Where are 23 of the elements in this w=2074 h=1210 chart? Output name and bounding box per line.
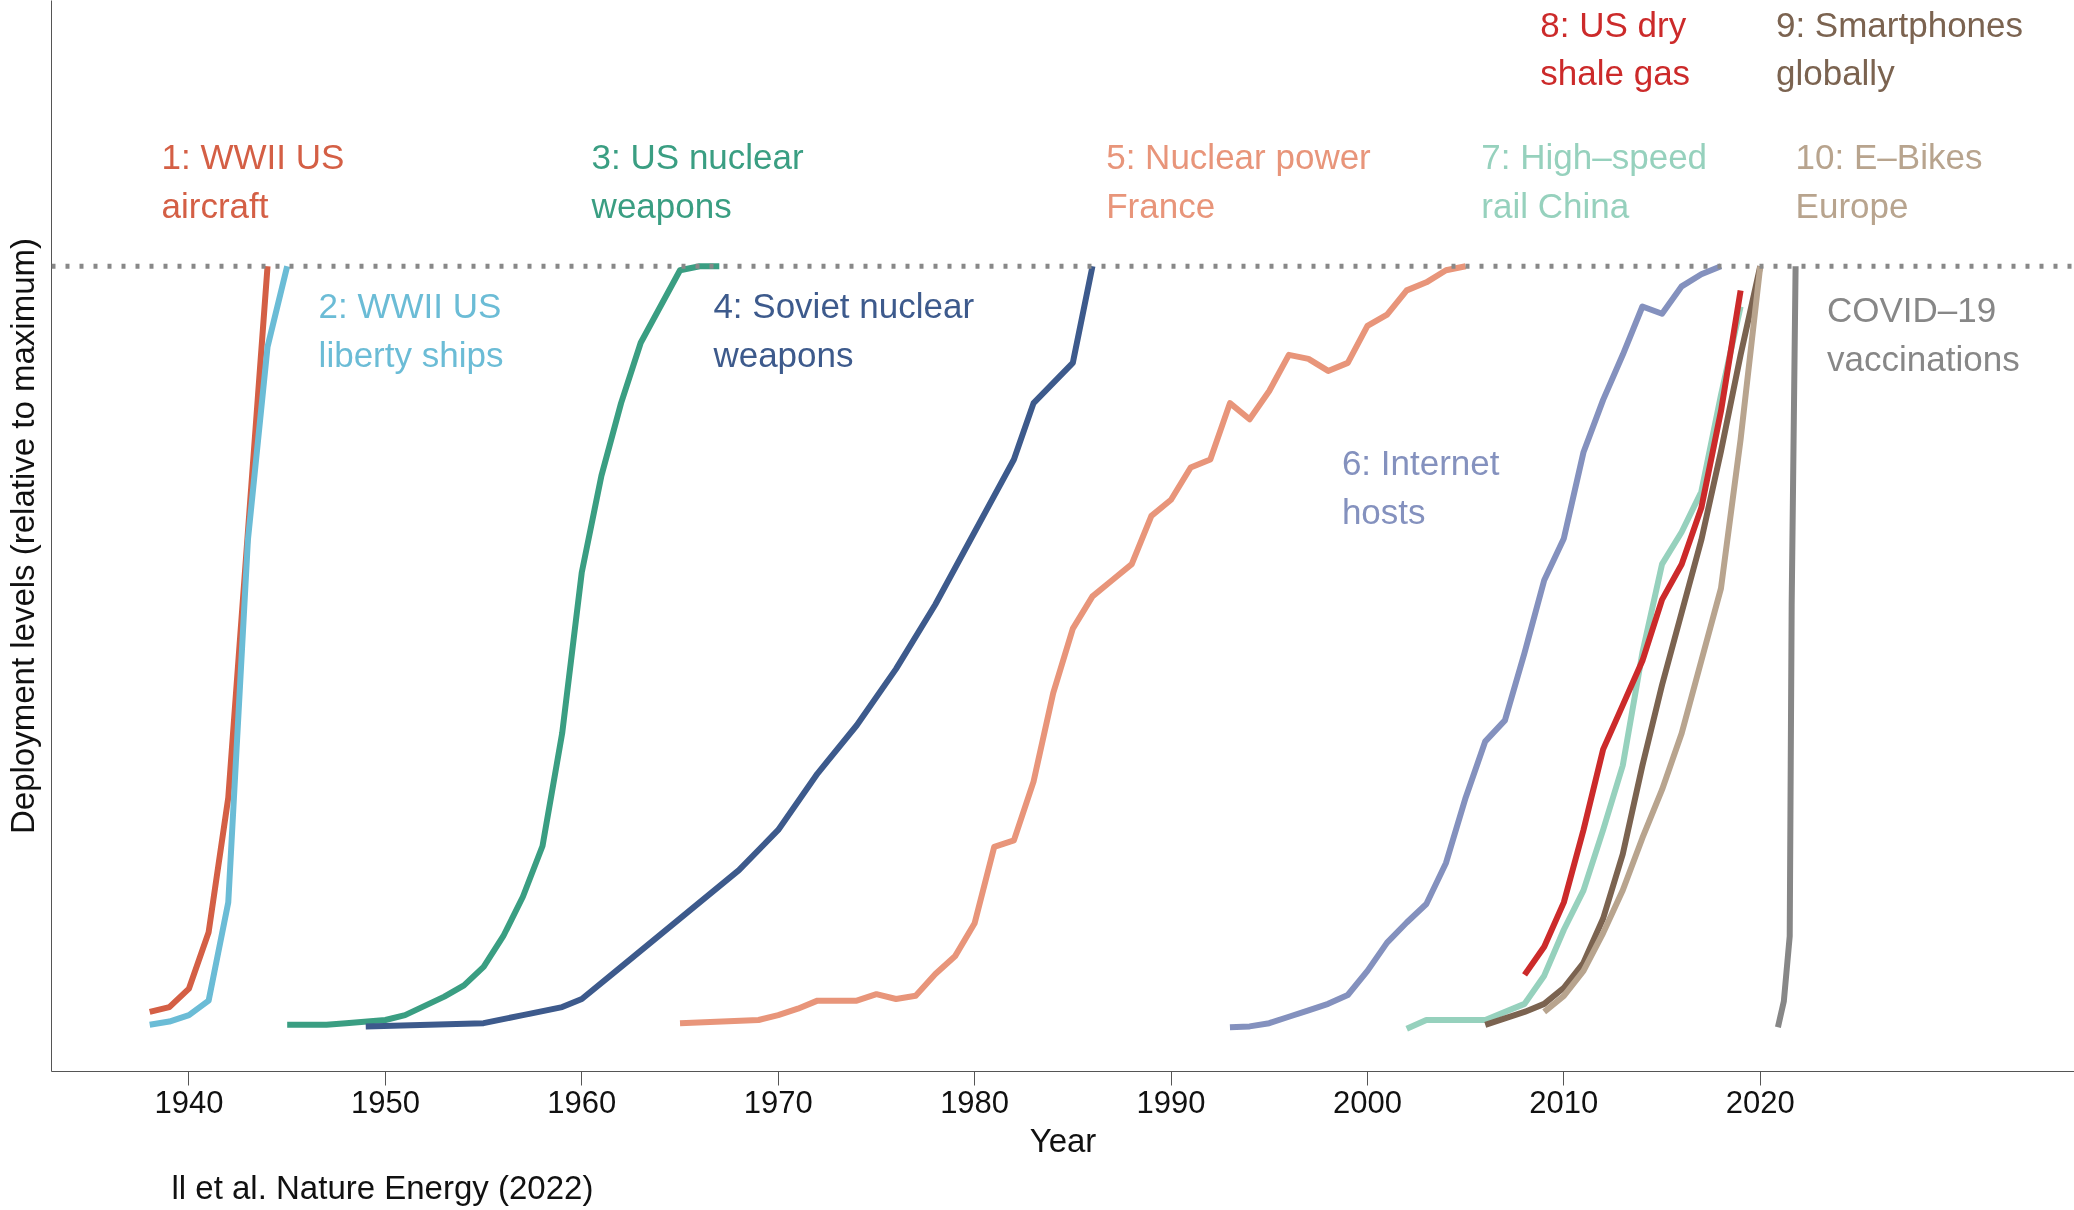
series-label: 4: Soviet nuclear weapons (712, 286, 975, 375)
series-label: COVID–19 vaccinations (1827, 290, 2020, 379)
text: 3: US nuclear weapons (590, 137, 805, 226)
text: ll et al. Nature Energy (2022) (171, 1168, 594, 1206)
text: 8: US dry shale gas (1540, 4, 1691, 93)
x-tick-label: 1980 (940, 1084, 1010, 1120)
text: 5: Nuclear power France (1106, 137, 1372, 226)
x-tick-label: 1940 (154, 1084, 224, 1120)
text: 1: WWII US aircraft (161, 137, 345, 226)
series-label: 2: WWII US liberty ships (318, 286, 504, 375)
x-tick-label: 2000 (1332, 1084, 1402, 1120)
series-label: 10: E–Bikes Europe (1795, 137, 1983, 226)
text: 9: Smartphones globally (1775, 4, 2024, 93)
x-axis-title: Year (1029, 1121, 1097, 1159)
x-tick-label: 1950 (350, 1084, 420, 1120)
text: 7: High–speed rail China (1481, 137, 1708, 226)
x-tick-label: 1990 (1136, 1084, 1206, 1120)
y-axis-title: Deployment levels (relative to maximum) (3, 237, 41, 835)
x-tick-label: 2010 (1529, 1084, 1599, 1120)
x-tick-label: 1970 (743, 1084, 813, 1120)
x-tick-label: 2020 (1725, 1084, 1795, 1120)
series-label: 6: Internet hosts (1341, 443, 1500, 532)
x-tick-label: 1960 (547, 1084, 617, 1120)
